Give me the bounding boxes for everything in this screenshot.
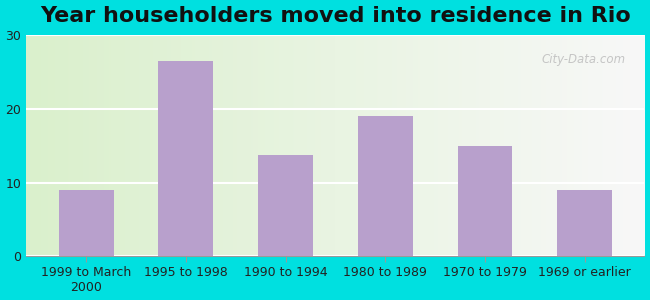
Bar [557,190,612,256]
Bar [358,116,413,256]
Bar [258,155,313,256]
Title: Year householders moved into residence in Rio: Year householders moved into residence i… [40,6,630,26]
Bar [58,190,114,256]
Text: City-Data.com: City-Data.com [541,53,626,66]
Bar [159,61,213,256]
Bar [458,146,512,256]
